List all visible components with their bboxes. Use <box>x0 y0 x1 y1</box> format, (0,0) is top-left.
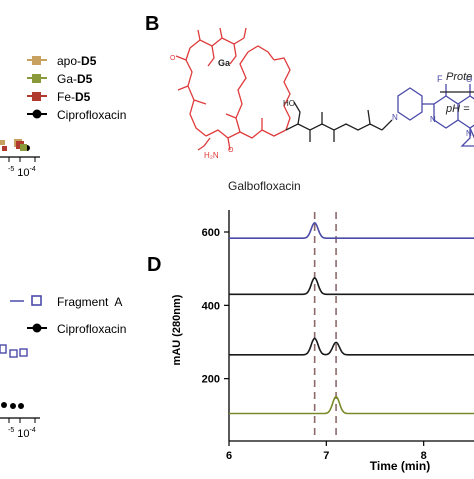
legend-bottom-entry: Ciprofloxacin <box>27 322 126 336</box>
legend-top-entry: Fe-D5 <box>27 90 91 104</box>
y-tick-label: 600 <box>202 227 220 239</box>
linker-moiety <box>285 101 393 142</box>
y-ticks: 200 400 600 <box>202 227 229 386</box>
legend-bottom: Fragment A Ciprofloxacin <box>10 295 126 336</box>
right-text-ph: pH = <box>445 103 470 115</box>
right-text-prote: Prote <box>446 71 472 83</box>
plot-remnant-bottom: -5 10-4 <box>0 344 40 440</box>
square-marker-icon <box>32 92 41 101</box>
o-atom-label: O <box>466 75 472 84</box>
tick-label: -5 10-4 <box>8 166 36 179</box>
tick-label: -5 10-4 <box>8 427 36 440</box>
n-atom-label: N <box>430 115 436 124</box>
square-marker-icon <box>32 56 41 65</box>
y-axis-label: mAU (280nm) <box>171 294 183 365</box>
traces <box>229 221 474 415</box>
legend-top-entry: Ga-D5 <box>27 72 93 86</box>
x-tick-label: 6 <box>226 450 232 462</box>
ga-atom-label: Ga <box>218 58 231 68</box>
plot-remnant-top: -5 10-4 <box>0 139 40 179</box>
ho-atom-label: HO <box>283 99 295 108</box>
legend-top-entry: Ciprofloxacin <box>27 108 126 122</box>
trace-line <box>229 276 474 296</box>
legend-top: apo-D5 Ga-D5 Fe-D5 Ciprofloxacin <box>27 54 126 122</box>
o-atom-label: O <box>228 147 234 154</box>
dashed-markers <box>313 212 337 440</box>
chelator-moiety <box>175 27 291 151</box>
circle-marker-icon <box>32 109 42 119</box>
open-square-marker-icon <box>31 295 42 306</box>
x-tick-label: 8 <box>421 450 427 462</box>
panel-label-d: D <box>147 254 161 276</box>
n-atom-label: N <box>392 113 398 122</box>
y-tick-label: 200 <box>202 374 220 386</box>
o-atom-label: O <box>170 55 176 62</box>
structure-name: Galbofloxacin <box>228 179 301 193</box>
legend-bottom-label: Ciprofloxacin <box>57 322 126 336</box>
fluoroquinolone-moiety <box>397 84 474 147</box>
legend-top-entry: apo-D5 <box>27 54 97 68</box>
x-ticks: 6789 <box>226 441 427 462</box>
legend-top-label: apo-D5 <box>57 54 97 68</box>
legend-bottom-entry: Fragment A <box>10 295 122 309</box>
legend-bottom-label: Fragment A <box>57 295 122 309</box>
galbofloxacin-structure: Ga H₂N O O HO N F O N N <box>170 27 474 160</box>
legend-top-label: Fe-D5 <box>57 90 91 104</box>
n-atom-label: N <box>466 129 472 138</box>
nh2-atom-label: H₂N <box>204 151 219 160</box>
legend-top-label: Ciprofloxacin <box>57 108 126 122</box>
legend-top-label: Ga-D5 <box>57 72 93 86</box>
x-axis-label: Time (min) <box>370 459 430 473</box>
panel-label-b: B <box>145 13 159 35</box>
square-marker-icon <box>32 74 41 83</box>
circle-marker-icon <box>32 323 42 333</box>
trace-line <box>229 221 474 239</box>
y-tick-label: 400 <box>202 300 220 312</box>
f-atom-label: F <box>437 74 443 84</box>
x-tick-label: 7 <box>323 450 329 462</box>
trace-line <box>229 395 474 415</box>
trace-line <box>229 337 474 356</box>
